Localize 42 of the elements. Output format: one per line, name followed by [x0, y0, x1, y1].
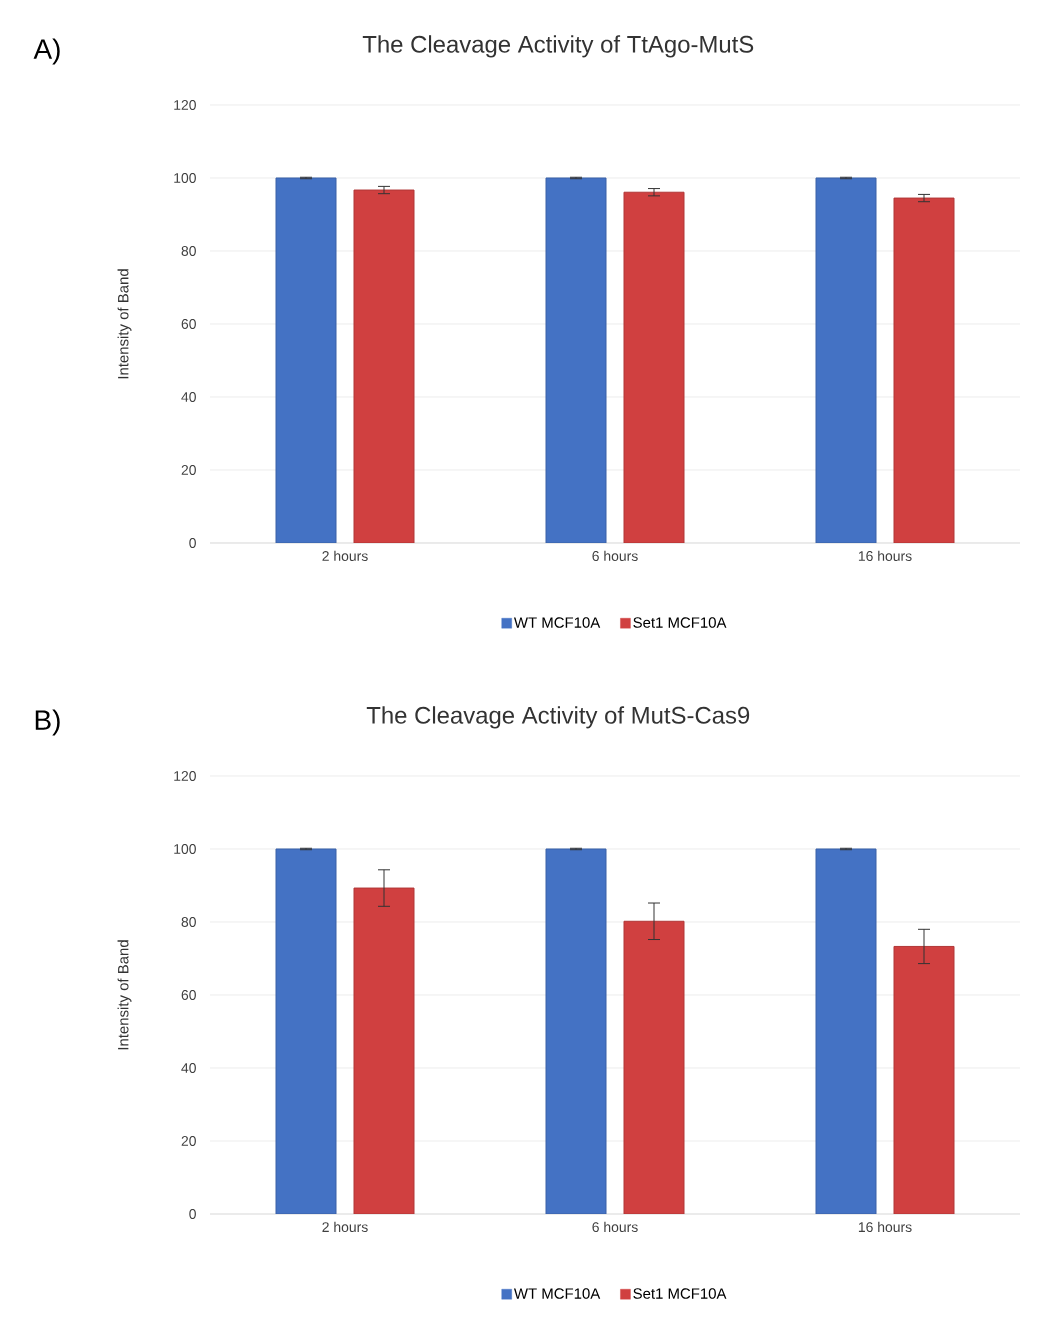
bar: [623, 920, 685, 1214]
bar: [893, 197, 955, 543]
y-tick-label: 120: [174, 771, 196, 781]
y-axis-title: Intensity of Band: [117, 940, 132, 1050]
y-tick-label: 20: [181, 1136, 196, 1146]
bar: [545, 848, 607, 1214]
y-tick-label: 60: [181, 319, 196, 329]
legend-label: WT MCF10A: [513, 1288, 601, 1299]
legend-label: Set1 MCF10A: [633, 1288, 727, 1299]
bar: [893, 945, 955, 1214]
y-tick-label: 100: [174, 844, 196, 854]
bar: [353, 887, 415, 1214]
bar: [275, 848, 337, 1214]
bar: [353, 189, 415, 543]
y-tick-label: 60: [181, 990, 196, 1000]
x-tick-label: 2 hours: [322, 550, 368, 562]
x-tick-label: 16 hours: [858, 550, 912, 562]
x-tick-label: 2 hours: [322, 1221, 368, 1233]
bar: [815, 848, 877, 1214]
text: B): [35, 709, 60, 736]
text: A): [33, 38, 60, 65]
bar: [275, 177, 337, 543]
chart-title: The Cleavage Activity of MutS-Cas9: [366, 706, 750, 729]
bar: [623, 191, 685, 543]
y-tick-label: 80: [181, 917, 196, 927]
y-tick-label: 40: [181, 1063, 196, 1073]
y-tick-label: 120: [174, 100, 196, 110]
x-tick-label: 6 hours: [592, 550, 638, 562]
x-tick-label: 6 hours: [592, 1221, 638, 1233]
bar: [545, 177, 607, 543]
y-axis-title: Intensity of Band: [117, 269, 132, 379]
x-tick-label: 16 hours: [858, 1221, 912, 1233]
bar: [815, 177, 877, 543]
legend-label: Set1 MCF10A: [633, 617, 727, 628]
y-tick-label: 80: [181, 246, 196, 256]
chart-title: The Cleavage Activity of TtAgo-MutS: [362, 35, 754, 58]
y-tick-label: 0: [189, 538, 196, 548]
legend-label: WT MCF10A: [513, 617, 601, 628]
y-tick-label: 40: [181, 392, 196, 402]
y-tick-label: 0: [189, 1209, 196, 1219]
y-tick-label: 100: [174, 173, 196, 183]
y-tick-label: 20: [181, 465, 196, 475]
